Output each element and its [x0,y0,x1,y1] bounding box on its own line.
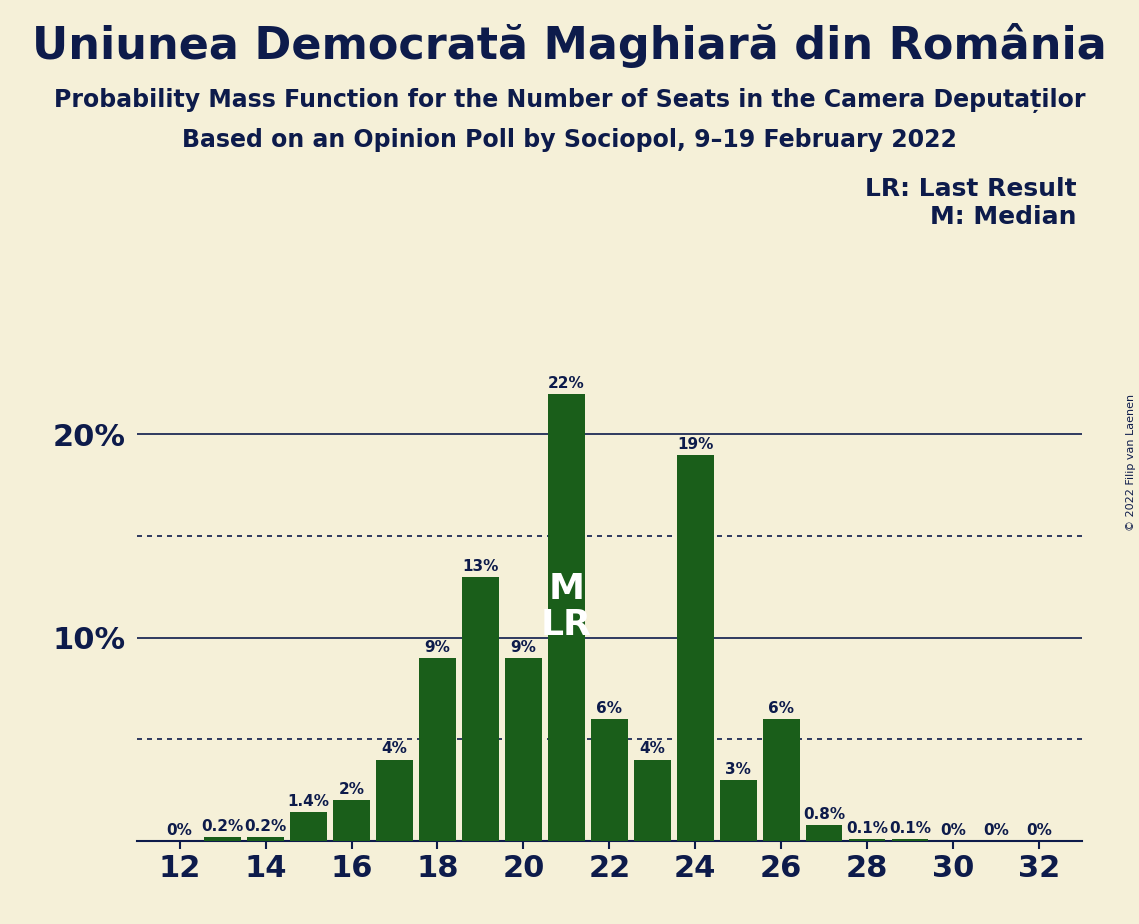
Text: Uniunea Democrată Maghiară din România: Uniunea Democrată Maghiară din România [32,23,1107,68]
Text: 4%: 4% [639,741,665,757]
Text: Based on an Opinion Poll by Sociopol, 9–19 February 2022: Based on an Opinion Poll by Sociopol, 9–… [182,128,957,152]
Bar [376,760,412,841]
Bar [247,837,284,841]
Text: 0.2%: 0.2% [245,819,287,833]
Text: 22%: 22% [548,375,584,391]
Bar [849,839,885,841]
Bar [204,837,240,841]
Text: 6%: 6% [768,700,794,716]
Text: 13%: 13% [462,558,499,574]
Text: 0.1%: 0.1% [890,821,932,835]
Bar [290,812,327,841]
Text: 0.2%: 0.2% [202,819,244,833]
Text: 0%: 0% [983,822,1009,838]
Text: 0.1%: 0.1% [846,821,888,835]
Bar [892,839,928,841]
Text: 19%: 19% [677,436,713,452]
Bar [763,719,800,841]
Text: 3%: 3% [726,761,752,777]
Bar [334,800,370,841]
Text: LR: Last Result: LR: Last Result [865,177,1076,201]
Text: 1.4%: 1.4% [287,795,329,809]
Text: 9%: 9% [425,639,450,655]
Text: 0.8%: 0.8% [803,807,845,821]
Text: 2%: 2% [338,782,364,797]
Text: 6%: 6% [597,700,622,716]
Bar [419,658,456,841]
Text: 0%: 0% [166,822,192,838]
Bar [720,780,756,841]
Bar [591,719,628,841]
Text: M: Median: M: Median [929,205,1076,229]
Text: 4%: 4% [382,741,408,757]
Text: 0%: 0% [940,822,966,838]
Bar [548,394,584,841]
Bar [506,658,542,841]
Text: Probability Mass Function for the Number of Seats in the Camera Deputaților: Probability Mass Function for the Number… [54,88,1085,113]
Text: M
LR: M LR [541,572,592,642]
Text: © 2022 Filip van Laenen: © 2022 Filip van Laenen [1126,394,1136,530]
Bar [634,760,671,841]
Bar [462,577,499,841]
Text: 9%: 9% [510,639,536,655]
Bar [677,455,713,841]
Text: 0%: 0% [1026,822,1052,838]
Bar [806,824,843,841]
